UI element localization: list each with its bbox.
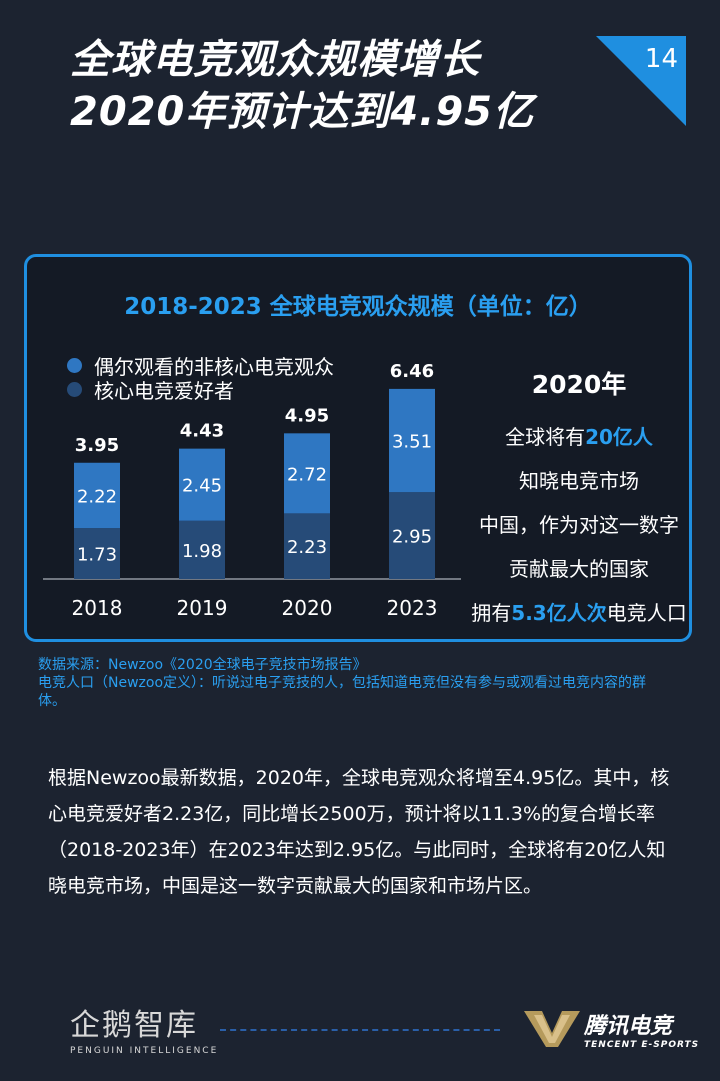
bar-casual [284, 433, 330, 514]
x-tick-label: 2020 [282, 596, 333, 620]
x-tick-label: 2019 [177, 596, 228, 620]
side-note: 2020年 全球将有20亿人 知晓电竞市场 中国，作为对这一数字 贡献最大的国家… [463, 365, 695, 635]
bar-label-core: 2.23 [287, 537, 327, 558]
footer-divider [220, 1029, 500, 1031]
highlight-text: 5.3亿人次 [511, 601, 607, 625]
side-note-line: 拥有5.3亿人次电竞人口 [471, 601, 687, 625]
side-note-line: 全球将有20亿人 [505, 425, 653, 449]
bar-label-casual: 2.22 [77, 486, 117, 507]
legend-dot-casual-icon [67, 357, 82, 373]
bar-label-casual: 3.51 [392, 432, 432, 453]
bar-core [74, 528, 120, 579]
chart-legend: 偶尔观看的非核心电竞观众 核心电竞爱好者 [67, 353, 334, 403]
chart-title: 2018-2023 全球电竞观众规模（单位：亿） [124, 294, 592, 320]
body-paragraph: 根据Newzoo最新数据，2020年，全球电竞观众将增至4.95亿。其中，核心电… [48, 767, 670, 897]
penguin-intelligence-logo: 企鹅智库 PENGUIN INTELLIGENCE [70, 1000, 218, 1056]
bar-label-total: 6.46 [390, 361, 434, 382]
side-note-year: 2020年 [531, 370, 627, 399]
bar-label-casual: 2.45 [182, 476, 222, 497]
bar-casual [179, 448, 225, 521]
legend-label-core: 核心电竞爱好者 [94, 378, 234, 403]
highlight-text: 20亿人 [585, 425, 653, 449]
bar-chart: 1.73 2.22 3.95 2018 1.98 2.45 4.43 2019 2.23 2.72… [43, 361, 461, 620]
side-note-line: 中国，作为对这一数字 [479, 513, 679, 537]
legend-item-core: 核心电竞爱好者 [67, 377, 334, 403]
source-line-1: 数据来源：Newzoo《2020全球电子竞技市场报告》 [38, 657, 367, 673]
side-note-line: 知晓电竞市场 [519, 469, 639, 493]
bar-label-core: 1.98 [182, 541, 222, 562]
side-note-line: 贡献最大的国家 [509, 557, 649, 581]
bar-label-total: 4.95 [285, 405, 329, 426]
brand-cn-text: 腾讯电竞 [584, 1014, 673, 1039]
page-title: 全球电竞观众规模增长 2020年预计达到4.95亿 [70, 34, 534, 138]
tencent-esports-emblem-icon [524, 1011, 580, 1047]
bar-label-total: 4.43 [180, 421, 224, 442]
x-tick-label: 2018 [72, 596, 123, 620]
source-line-2: 电竞人口（Newzoo定义）：听说过电子竞技的人，包括知道电竞但没有参与或观看过… [38, 675, 647, 709]
bar-casual [74, 462, 120, 529]
legend-label-casual: 偶尔观看的非核心电竞观众 [94, 354, 334, 379]
title-line-2: 2020年预计达到4.95亿 [70, 89, 535, 135]
bar-core [389, 492, 435, 579]
page-number: 14 [644, 44, 678, 74]
corner-badge [596, 36, 686, 126]
logo-cn-text: 企鹅智库 [70, 1008, 198, 1043]
title-line-1: 全球电竞观众规模增长 [70, 37, 480, 83]
bar-label-core: 2.95 [392, 527, 432, 548]
bar-core [179, 520, 225, 579]
bar-label-total: 3.95 [75, 435, 119, 456]
bar-core [284, 513, 330, 579]
bar-label-casual: 2.72 [287, 464, 327, 485]
legend-item-casual: 偶尔观看的非核心电竞观众 [67, 353, 334, 379]
brand-en-text: TENCENT E-SPORTS [584, 1040, 700, 1050]
bar-label-core: 1.73 [77, 545, 117, 566]
data-source-note: 数据来源：Newzoo《2020全球电子竞技市场报告》 电竞人口（Newzoo定… [38, 656, 668, 710]
tencent-esports-logo: 腾讯电竞 TENCENT E-SPORTS [524, 1008, 699, 1050]
logo-en-text: PENGUIN INTELLIGENCE [70, 1046, 219, 1056]
bar-casual [389, 388, 435, 493]
chart-panel: 2018-2023 全球电竞观众规模（单位：亿） 偶尔观看的非核心电竞观众 核心… [24, 254, 692, 642]
x-tick-label: 2023 [387, 596, 438, 620]
legend-dot-core-icon [67, 381, 82, 397]
